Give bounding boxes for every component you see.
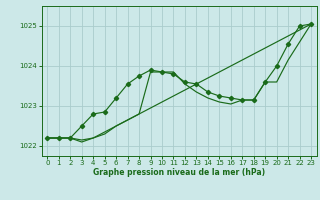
X-axis label: Graphe pression niveau de la mer (hPa): Graphe pression niveau de la mer (hPa): [93, 168, 265, 177]
